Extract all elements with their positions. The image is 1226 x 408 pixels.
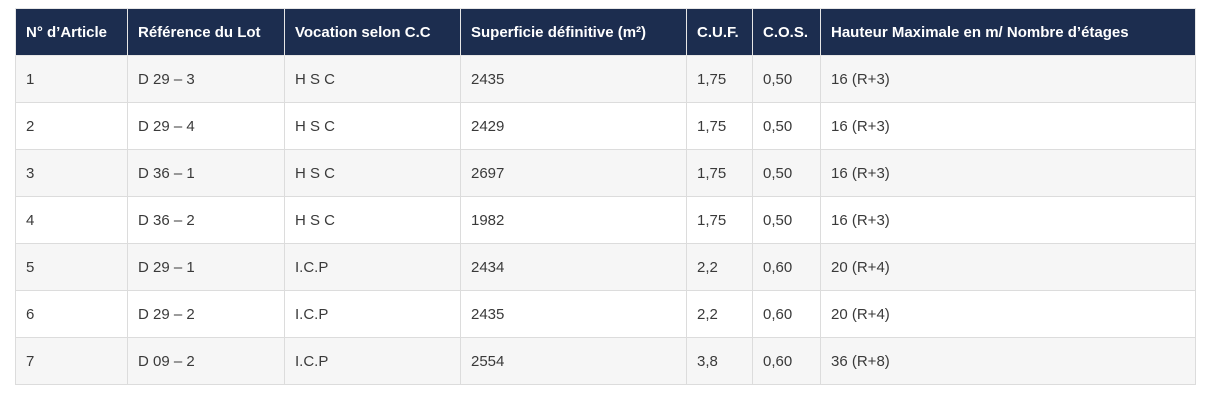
table-cell: 0,60: [752, 243, 821, 291]
table-cell: 0,60: [752, 337, 821, 385]
table-cell: 16 (R+3): [820, 102, 1196, 150]
table-cell: 2,2: [686, 243, 753, 291]
table-cell: 1: [15, 55, 128, 103]
table-cell: 1,75: [686, 196, 753, 244]
table-cell: D 29 – 2: [127, 290, 285, 338]
table-cell: H S C: [284, 149, 461, 197]
table-cell: 1982: [460, 196, 687, 244]
table-cell: 2697: [460, 149, 687, 197]
table-cell: 0,60: [752, 290, 821, 338]
table-cell: D 36 – 1: [127, 149, 285, 197]
table-cell: 0,50: [752, 102, 821, 150]
table-cell: H S C: [284, 196, 461, 244]
table-cell: I.C.P: [284, 243, 461, 291]
table-cell: 2: [15, 102, 128, 150]
table-cell: 2429: [460, 102, 687, 150]
table-cell: 0,50: [752, 196, 821, 244]
table-cell: I.C.P: [284, 337, 461, 385]
table-cell: D 36 – 2: [127, 196, 285, 244]
table-cell: 4: [15, 196, 128, 244]
data-table: N° d’Article Référence du Lot Vocation sel…: [15, 8, 1196, 385]
table-cell: 5: [15, 243, 128, 291]
table-container: N° d’Article Référence du Lot Vocation sel…: [15, 8, 1196, 385]
table-cell: 16 (R+3): [820, 55, 1196, 103]
table-cell: 20 (R+4): [820, 243, 1196, 291]
table-cell: 3,8: [686, 337, 753, 385]
table-cell: D 09 – 2: [127, 337, 285, 385]
table-cell: 1,75: [686, 149, 753, 197]
header-cell: C.U.F.: [686, 8, 753, 56]
table-cell: 0,50: [752, 149, 821, 197]
table-cell: H S C: [284, 102, 461, 150]
table-cell: 1,75: [686, 55, 753, 103]
header-cell: Superficie définitive (m²): [460, 8, 687, 56]
table-cell: 16 (R+3): [820, 196, 1196, 244]
table-cell: I.C.P: [284, 290, 461, 338]
table-cell: 16 (R+3): [820, 149, 1196, 197]
table-cell: 2434: [460, 243, 687, 291]
table-cell: 20 (R+4): [820, 290, 1196, 338]
table-cell: 2435: [460, 55, 687, 103]
header-cell: C.O.S.: [752, 8, 821, 56]
table-cell: 2435: [460, 290, 687, 338]
table-cell: 3: [15, 149, 128, 197]
table-cell: 6: [15, 290, 128, 338]
table-cell: D 29 – 3: [127, 55, 285, 103]
table-cell: D 29 – 4: [127, 102, 285, 150]
table-head: N° d’Article Référence du Lot Vocation sel…: [15, 8, 1196, 56]
table-cell: 1,75: [686, 102, 753, 150]
table-cell: D 29 – 1: [127, 243, 285, 291]
table-cell: 2,2: [686, 290, 753, 338]
header-row: N° d’Article Référence du Lot Vocation sel…: [15, 8, 1196, 56]
table-cell: 36 (R+8): [820, 337, 1196, 385]
table-cell: 7: [15, 337, 128, 385]
header-cell: Hauteur Maximale en m/ Nombre d’étages: [820, 8, 1196, 56]
table-cell: H S C: [284, 55, 461, 103]
table-cell: 2554: [460, 337, 687, 385]
table-cell: 0,50: [752, 55, 821, 103]
header-cell: N° d’Article: [15, 8, 128, 56]
header-cell: Référence du Lot: [127, 8, 285, 56]
header-cell: Vocation selon C.C: [284, 8, 461, 56]
